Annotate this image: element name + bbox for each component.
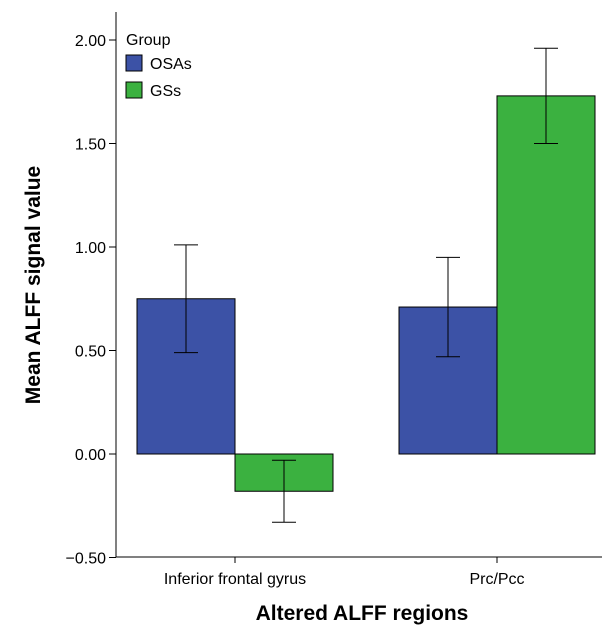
- x-axis-ticks: Inferior frontal gyrus Prc/Pcc: [164, 557, 525, 588]
- error-bar-osas-1: [174, 244, 198, 354]
- y-tick-label: 0.00: [75, 447, 106, 464]
- error-bar-gss-1: [272, 459, 296, 523]
- y-tick-label: 1.50: [75, 137, 106, 154]
- legend: Group OSAs GSs: [118, 12, 227, 104]
- y-tick-label: 0.50: [75, 344, 106, 361]
- bars-group: [136, 95, 596, 492]
- error-bar-gss-2: [534, 47, 558, 144]
- y-axis-title: Mean ALFF signal value: [22, 166, 45, 404]
- y-tick-label: −0.50: [66, 551, 107, 568]
- x-axis-title: Altered ALFF regions: [256, 602, 469, 625]
- x-tick-label: Inferior frontal gyrus: [164, 571, 306, 588]
- legend-label-gss: GSs: [150, 83, 181, 100]
- y-tick-label: 2.00: [75, 33, 106, 50]
- legend-title: Group: [126, 32, 171, 49]
- legend-swatch-gss: [125, 81, 143, 99]
- error-bars-group: [174, 47, 558, 523]
- plot-frame: [115, 12, 602, 558]
- legend-swatch-osas: [125, 54, 143, 72]
- y-axis-ticks: −0.50 0.00 0.50 1.00 1.50 2.00: [66, 33, 116, 568]
- y-tick-label: 1.00: [75, 240, 106, 257]
- legend-label-osas: OSAs: [150, 56, 192, 73]
- x-tick-label: Prc/Pcc: [469, 571, 524, 588]
- error-bar-osas-2: [436, 256, 460, 358]
- bar-gss-2: [496, 95, 596, 455]
